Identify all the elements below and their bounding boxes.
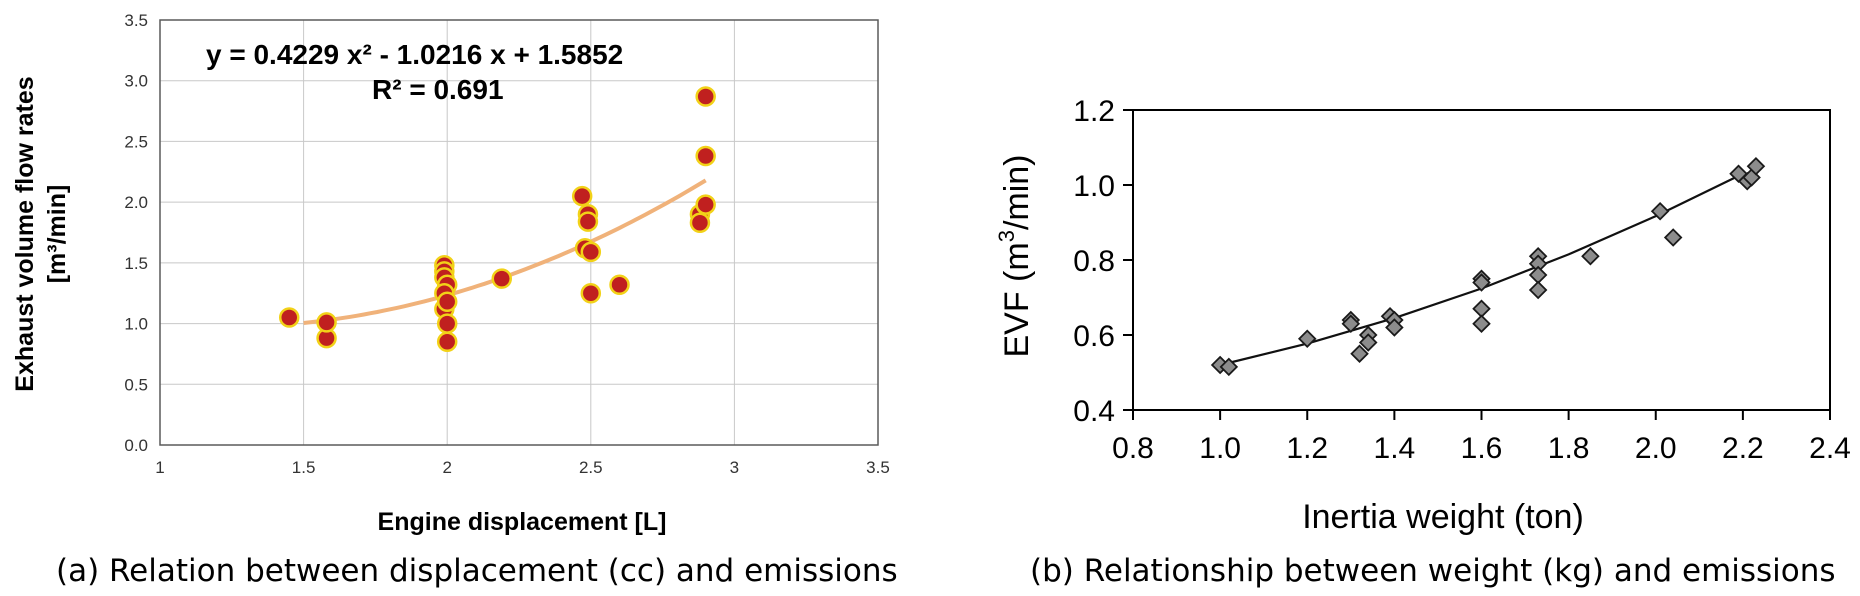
chart-b-x-tick-label: 1.8 xyxy=(1548,432,1590,465)
chart-a-x-tick-label: 1.5 xyxy=(292,458,316,477)
chart-a-data-point xyxy=(436,331,458,353)
chart-a-data-point xyxy=(580,282,602,304)
chart-b-plot-frame xyxy=(1132,109,1831,411)
chart-b-data-point xyxy=(1746,156,1766,176)
chart-a-y-tick-label: 0.0 xyxy=(124,436,148,455)
chart-b-data-point xyxy=(1472,314,1491,334)
chart-a-r-squared: R² = 0.691 xyxy=(372,74,504,105)
chart-a-data-point xyxy=(577,211,599,232)
chart-b-data-point xyxy=(1350,344,1369,364)
chart-a-data-point xyxy=(695,86,716,107)
chart-b-y-tick-label: 1.2 xyxy=(1073,95,1115,128)
chart-a-data-point xyxy=(695,194,716,215)
chart-a-y-tick-label: 2.5 xyxy=(124,132,148,151)
chart-a-y-tick-label: 0.5 xyxy=(124,375,148,394)
caption-b: (b) Relationship between weight (kg) and… xyxy=(1030,553,1836,589)
chart-b-x-tick-label: 2.2 xyxy=(1722,432,1764,465)
chart-a-data-point xyxy=(695,145,716,167)
chart-b: 0.4 0.6 0.8 1.0 1.2 0.8 1.0 1.2 1.4 1.6 1.8 2.0 2.2… xyxy=(994,95,1851,536)
chart-b-y-tick-label: 0.4 xyxy=(1073,395,1115,428)
chart-a-x-tick-label: 2.5 xyxy=(579,458,603,477)
chart-b-y-tick-label: 1.0 xyxy=(1073,170,1115,203)
chart-b-x-tick-label: 0.8 xyxy=(1112,432,1154,465)
chart-a-data-point xyxy=(436,291,458,312)
chart-b-x-tick-label: 2.0 xyxy=(1635,432,1677,465)
chart-b-y-axis-label-superscript: 3 xyxy=(994,230,1019,242)
chart-b-y-tick-label: 0.8 xyxy=(1073,245,1115,278)
chart-b-y-axis-label-main: EVF (m xyxy=(998,242,1036,357)
chart-b-data-point xyxy=(1650,201,1670,221)
chart-a-points xyxy=(278,86,716,353)
chart-b-x-axis-label: Inertia weight (ton) xyxy=(1302,498,1584,536)
chart-b-data-point xyxy=(1297,329,1317,349)
chart-a-x-tick-label: 2 xyxy=(442,458,451,477)
chart-a-y-axis-unit: [m³/min] xyxy=(43,185,71,284)
chart-a-gridlines xyxy=(159,19,879,446)
chart-a-data-point xyxy=(316,312,337,333)
chart-a-x-tick-labels: 1 1.5 2 2.5 3 3.5 xyxy=(155,458,890,477)
chart-a-plot-frame xyxy=(159,19,879,446)
chart-b-data-point xyxy=(1358,333,1378,352)
chart-a-data-point xyxy=(436,313,458,334)
chart-b-y-tick-label: 0.6 xyxy=(1073,320,1115,353)
chart-b-x-tick-label: 1.4 xyxy=(1374,432,1416,465)
chart-b-x-tick-labels: 0.8 1.0 1.2 1.4 1.6 1.8 2.0 2.2 2.4 xyxy=(1112,432,1851,465)
caption-a: (a) Relation between displacement (cc) a… xyxy=(56,553,898,589)
chart-a-y-tick-label: 1.5 xyxy=(124,254,148,273)
chart-a-x-tick-label: 1 xyxy=(155,458,164,477)
chart-a-y-tick-labels: 0.0 0.5 1.0 1.5 2.0 2.5 3.0 3.5 xyxy=(124,11,148,455)
chart-b-data-point xyxy=(1219,357,1239,377)
chart-a-data-point xyxy=(491,268,513,289)
chart-a-y-tick-label: 3.5 xyxy=(124,11,148,30)
chart-b-x-tick-label: 1.6 xyxy=(1461,432,1503,465)
chart-a-data-point xyxy=(609,274,630,295)
chart-b-data-point xyxy=(1472,273,1491,292)
chart-b-data-point xyxy=(1341,314,1361,334)
chart-b-y-axis-label: EVF (m3/min) xyxy=(994,154,1036,357)
chart-a-data-point xyxy=(689,212,711,234)
chart-b-ticks xyxy=(1123,109,1831,420)
chart-b-data-point xyxy=(1663,228,1683,247)
chart-a-x-tick-label: 3.5 xyxy=(866,458,890,477)
chart-a-x-tick-label: 3 xyxy=(730,458,739,477)
chart-b-trendline xyxy=(1219,172,1744,367)
chart-b-data-point xyxy=(1385,318,1404,337)
chart-a-y-tick-label: 2.0 xyxy=(124,193,148,212)
chart-a-equation: y = 0.4229 x² - 1.0216 x + 1.5852 xyxy=(206,39,623,70)
chart-b-data-point xyxy=(1472,299,1491,319)
chart-b-x-tick-label: 1.0 xyxy=(1199,432,1241,465)
chart-b-x-tick-label: 2.4 xyxy=(1809,432,1851,465)
chart-b-data-point xyxy=(1528,280,1548,300)
chart-a-y-tick-label: 1.0 xyxy=(124,315,148,334)
chart-a-y-axis-label: Exhaust volume flow rates xyxy=(11,76,39,391)
chart-b-x-tick-label: 1.2 xyxy=(1286,432,1328,465)
chart-a-data-point xyxy=(571,185,593,207)
chart-b-y-axis-label-tail: /min) xyxy=(998,154,1036,230)
chart-a: 0.0 0.5 1.0 1.5 2.0 2.5 3.0 3.5 1 1.5 2 2.5 3 3.5 y … xyxy=(11,11,890,536)
chart-a-x-axis-label: Engine displacement [L] xyxy=(378,508,667,536)
chart-b-data-point xyxy=(1581,246,1600,266)
chart-a-data-point xyxy=(580,241,602,263)
chart-a-y-tick-label: 3.0 xyxy=(124,72,148,91)
chart-b-y-tick-labels: 0.4 0.6 0.8 1.0 1.2 xyxy=(1073,95,1115,428)
chart-b-points xyxy=(1210,156,1766,377)
chart-a-data-point xyxy=(278,307,300,328)
